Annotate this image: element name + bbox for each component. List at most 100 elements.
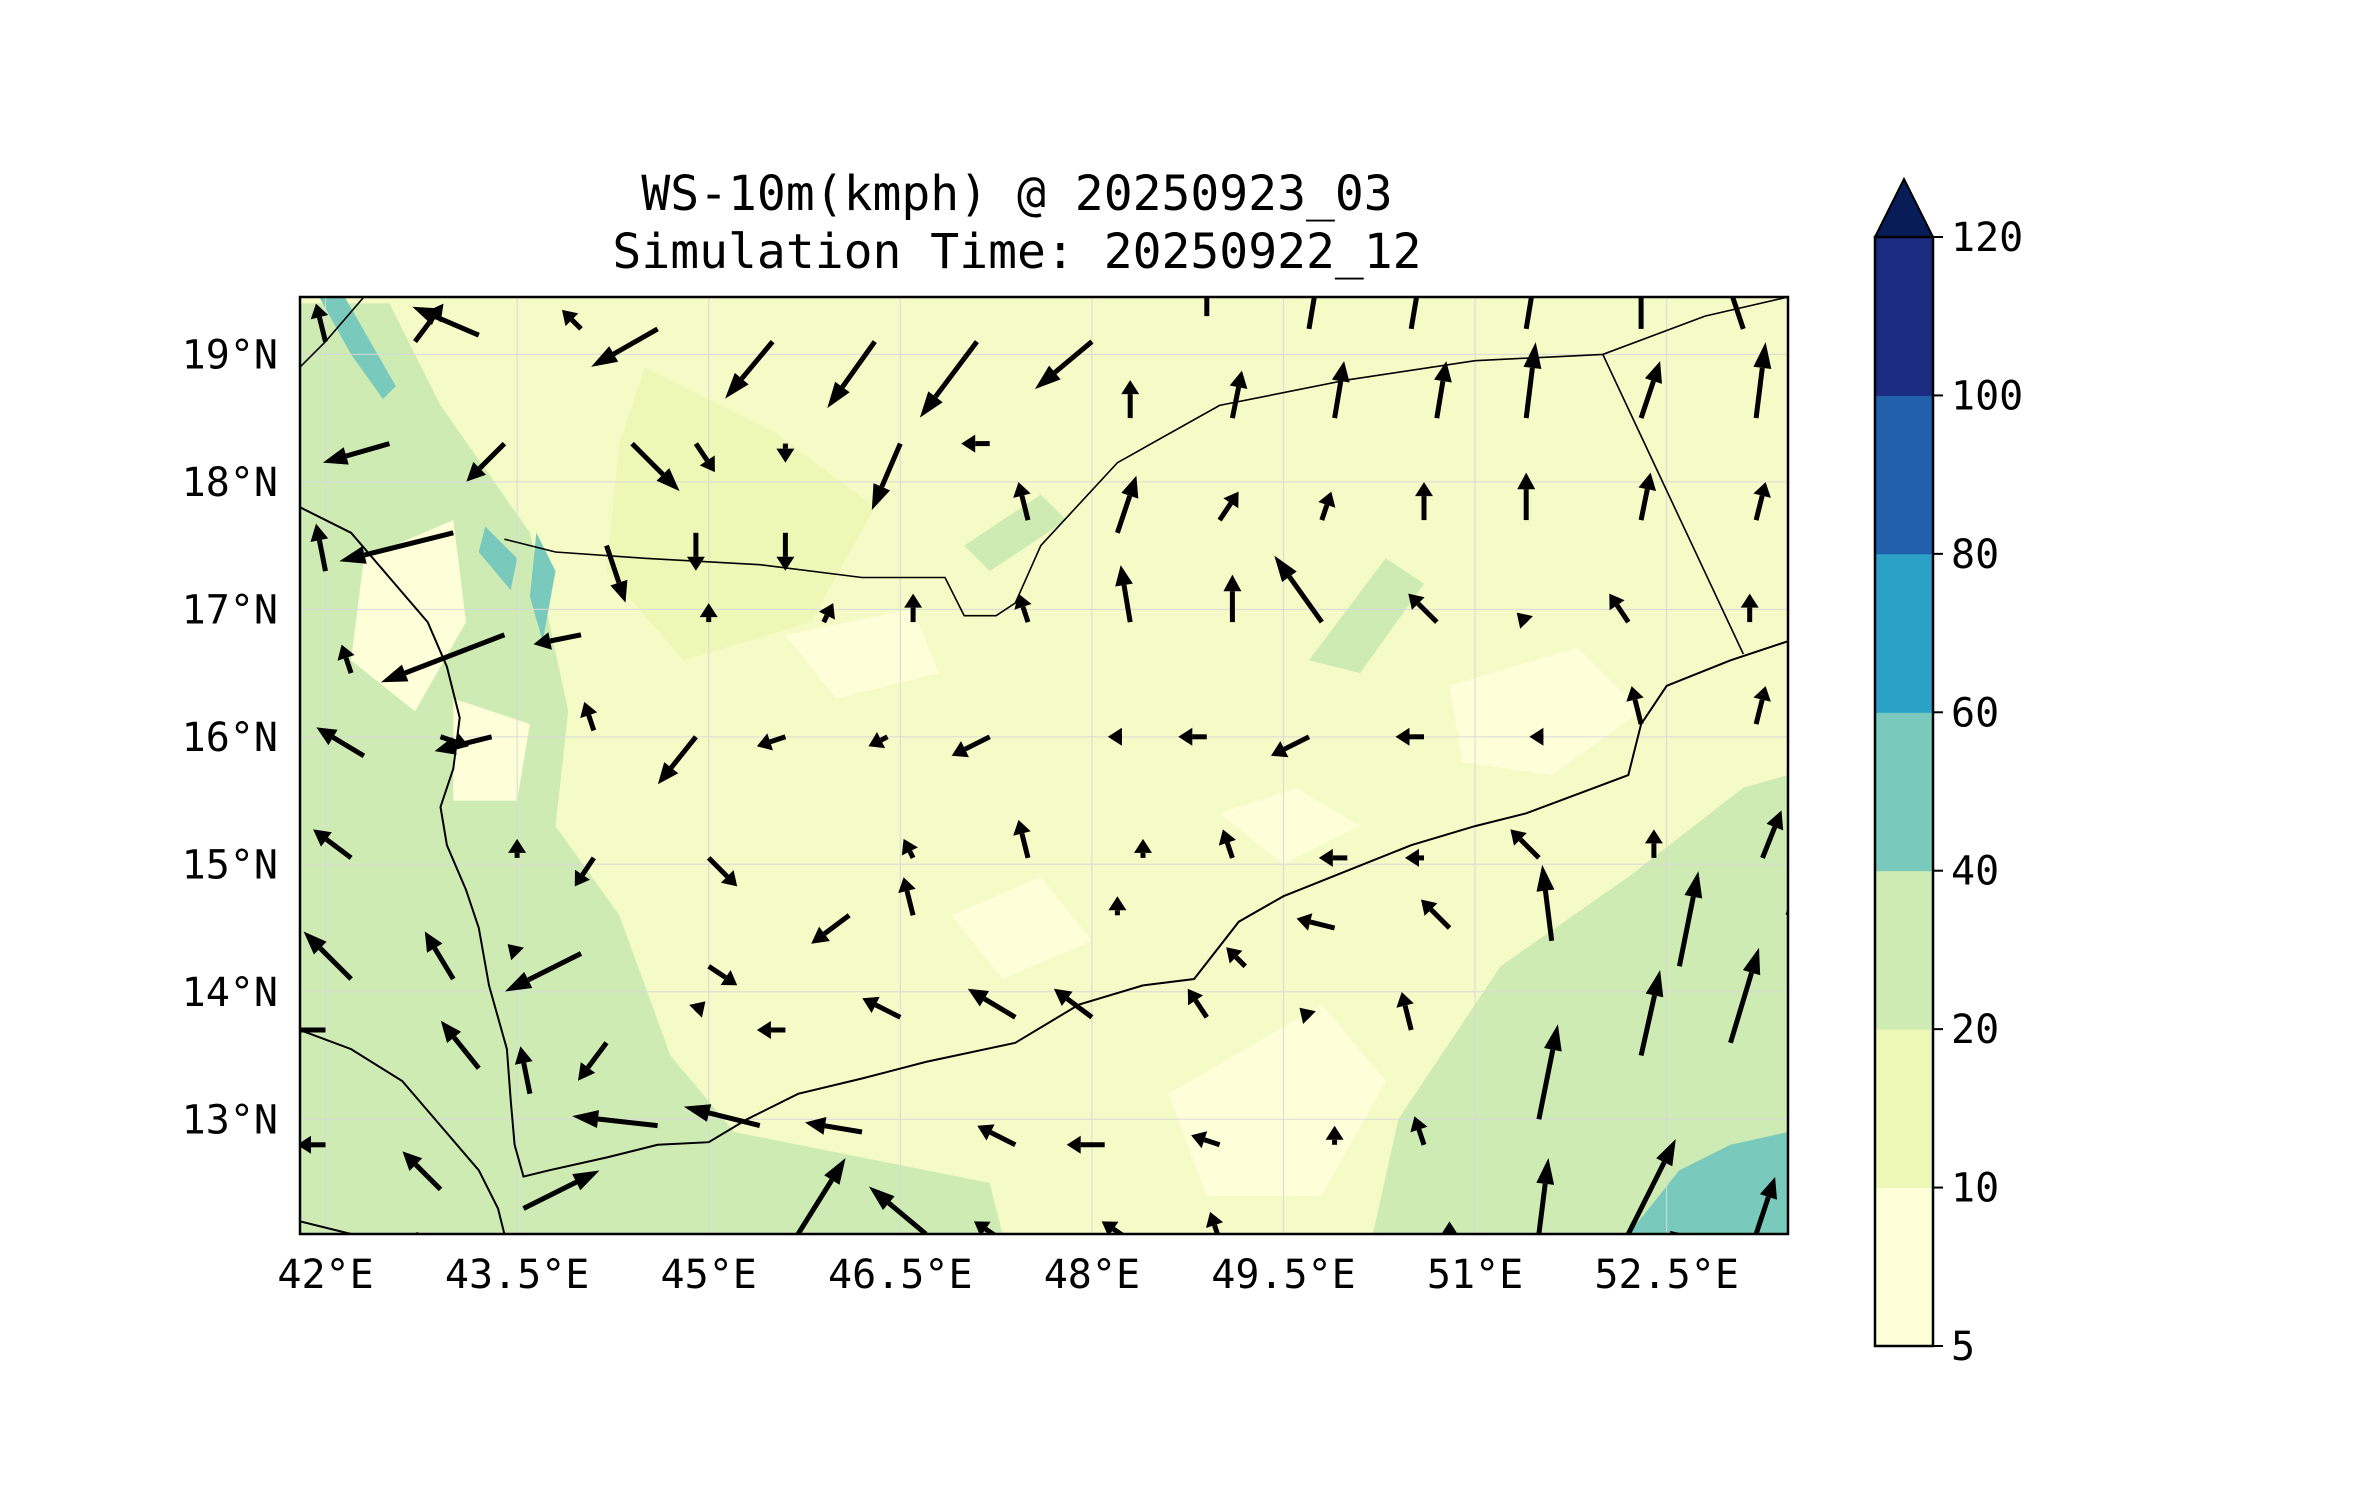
wind-arrow <box>756 1021 786 1039</box>
wind-arrow <box>961 434 990 453</box>
coastline <box>300 1220 352 1234</box>
wind-arrow <box>1226 947 1247 969</box>
wind-arrow-head <box>827 381 850 409</box>
wind-arrow-head <box>689 1001 706 1018</box>
wind-arrow-shaft <box>604 544 622 584</box>
wind-arrow <box>901 838 918 860</box>
wind-arrow <box>898 877 916 916</box>
wind-arrow-head <box>904 593 923 608</box>
wind-arrow-head <box>316 727 338 746</box>
wind-arrow-head <box>269 1021 289 1039</box>
wind-arrow-head <box>1759 1177 1777 1200</box>
wind-arrow-shaft <box>907 850 916 860</box>
wind-arrow <box>862 996 902 1020</box>
wind-arrow <box>1101 1221 1126 1234</box>
wind-arrow <box>1536 1158 1555 1234</box>
wind-arrow <box>974 1221 998 1234</box>
wind-arrow-shaft <box>1203 1137 1221 1148</box>
speed-patch-5 <box>351 520 466 712</box>
wind-arrow-head <box>805 1117 827 1135</box>
wind-arrow <box>706 856 738 887</box>
wind-arrow <box>1523 342 1542 419</box>
wind-arrow <box>580 701 598 732</box>
wind-arrow-shaft <box>1536 1183 1548 1234</box>
plot-title-line-1: WS-10m(kmph) @ 20250923_03 <box>641 166 1393 222</box>
colorbar-tick-label: 10 <box>1951 1166 1999 1212</box>
wind-arrow-head <box>1516 612 1533 629</box>
wind-arrow <box>1760 810 1784 859</box>
wind-arrow-shaft <box>874 1002 902 1020</box>
country-border <box>1602 354 1745 655</box>
x-tick-label: 49.5°E <box>1211 1252 1356 1298</box>
speed-patch-40 <box>319 297 396 399</box>
wind-arrow <box>316 727 366 759</box>
wind-arrow-head <box>811 926 830 944</box>
wind-arrow <box>269 1021 326 1039</box>
wind-arrow-head <box>1296 913 1313 931</box>
wind-arrow-head <box>572 1170 600 1191</box>
plot-title-line-2: Simulation Time: 20250922_12 <box>612 224 1422 280</box>
wind-arrow-head <box>440 1020 462 1043</box>
wind-arrow <box>313 829 353 860</box>
wind-arrow <box>1396 992 1414 1031</box>
wind-arrow <box>1441 1221 1458 1234</box>
wind-arrow-shaft <box>1115 495 1133 534</box>
wind-arrow <box>1609 593 1631 624</box>
wind-arrow <box>977 1124 1017 1148</box>
wind-arrow-shaft <box>1434 380 1446 419</box>
wind-arrow <box>1013 482 1031 521</box>
wind-arrow <box>630 441 680 492</box>
wind-arrow-head <box>1415 482 1433 497</box>
colorbar-segment <box>1875 712 1933 872</box>
wind-arrow-head <box>1536 864 1555 892</box>
wind-arrow-head <box>339 546 367 564</box>
wind-arrow-shaft <box>989 1130 1017 1148</box>
colorbar-segment <box>1875 1029 1933 1188</box>
wind-arrow-head <box>1434 361 1452 383</box>
wind-arrow-shaft <box>1193 999 1209 1019</box>
y-tick-label: 14°N <box>182 970 278 1016</box>
wind-arrow-shaft <box>612 326 659 357</box>
colorbar-tick-label: 40 <box>1951 849 1999 895</box>
wind-arrow <box>1753 482 1771 521</box>
speed-patch-40 <box>478 526 518 591</box>
wind-arrow-head <box>1740 593 1759 608</box>
wind-arrow-shaft <box>522 1179 578 1211</box>
wind-arrow-shaft <box>739 340 775 381</box>
wind-arrow-head <box>1396 992 1414 1008</box>
wind-arrow <box>604 544 628 603</box>
wind-arrow-head <box>1409 272 1427 293</box>
speed-patch-5 <box>1449 647 1642 776</box>
wind-arrow <box>337 644 355 674</box>
wind-arrow <box>1410 1116 1428 1146</box>
wind-arrow-head <box>1656 1139 1676 1167</box>
speed-patch-5 <box>1168 1004 1386 1196</box>
wind-arrow-shaft <box>693 442 710 462</box>
wind-arrow-head <box>1274 555 1297 582</box>
colorbar-tick-label: 20 <box>1951 1007 1999 1053</box>
wind-arrow-head <box>380 664 409 683</box>
wind-vectors <box>269 272 1788 1234</box>
wind-arrow-head <box>1229 370 1248 389</box>
wind-arrow <box>1529 727 1544 746</box>
wind-arrow-shaft <box>1019 495 1031 521</box>
wind-arrow <box>686 532 705 571</box>
wind-arrow-head <box>610 579 628 603</box>
wind-arrow <box>514 1046 533 1095</box>
wind-arrow-shaft <box>343 657 354 674</box>
wind-arrow <box>402 1151 443 1192</box>
wind-arrow-shaft <box>414 1162 443 1192</box>
wind-arrow-head <box>591 346 619 367</box>
wind-arrow-head <box>508 838 527 853</box>
wind-arrow-head <box>303 931 327 955</box>
wind-arrow-shaft <box>434 314 480 338</box>
x-tick-label: 42°E <box>277 1252 373 1298</box>
wind-arrow <box>1753 1177 1777 1234</box>
wind-arrow-head <box>1134 838 1152 853</box>
wind-arrow-shaft <box>585 1041 609 1069</box>
wind-arrow <box>776 532 795 571</box>
wind-arrow-shaft <box>1229 386 1242 419</box>
wind-arrow <box>1676 871 1703 967</box>
wind-arrow-head <box>1218 829 1236 846</box>
wind-arrow-head <box>1753 342 1772 369</box>
